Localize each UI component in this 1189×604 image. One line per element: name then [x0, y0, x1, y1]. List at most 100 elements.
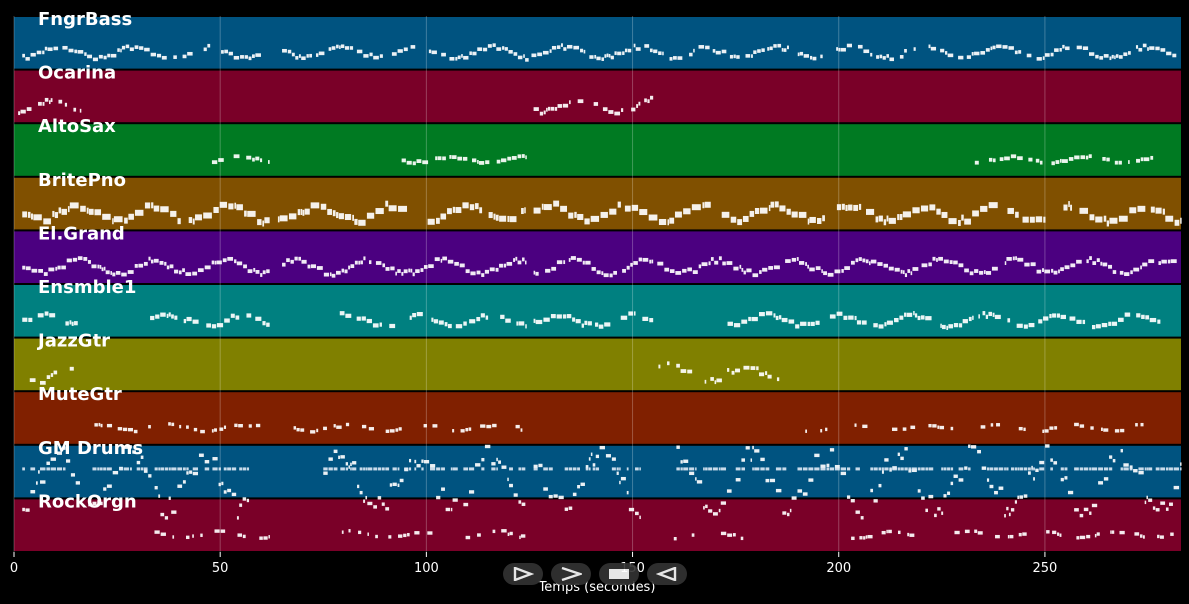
- note: [252, 157, 255, 162]
- note: [307, 264, 311, 269]
- note: [338, 455, 340, 460]
- note: [1006, 257, 1012, 261]
- note: [1152, 506, 1156, 510]
- note: [174, 269, 179, 274]
- play-button[interactable]: [503, 563, 543, 585]
- note: [937, 425, 940, 429]
- note: [779, 315, 782, 320]
- note: [1079, 424, 1085, 428]
- stop-button[interactable]: [599, 563, 639, 585]
- note: [644, 44, 650, 48]
- note: [1022, 216, 1029, 223]
- back-button[interactable]: [647, 563, 687, 585]
- note: [626, 265, 630, 270]
- note: [584, 218, 590, 225]
- note: [958, 55, 964, 60]
- note: [341, 268, 345, 273]
- note: [459, 263, 465, 268]
- note: [1060, 267, 1064, 272]
- note: [127, 427, 133, 432]
- note: [1068, 157, 1074, 161]
- note: [511, 156, 517, 160]
- note: [638, 101, 641, 106]
- note: [964, 268, 969, 273]
- note: [97, 467, 100, 471]
- note: [242, 534, 246, 539]
- note: [340, 467, 345, 471]
- note: [112, 272, 116, 277]
- note: [797, 52, 800, 57]
- note: [30, 467, 36, 471]
- note: [669, 217, 675, 224]
- note: [1111, 321, 1118, 326]
- note: [736, 55, 740, 59]
- note: [518, 321, 525, 326]
- note: [260, 273, 263, 277]
- note: [106, 423, 113, 428]
- note: [377, 496, 382, 500]
- note: [807, 264, 809, 269]
- note: [820, 429, 823, 433]
- note: [986, 467, 990, 471]
- note: [633, 311, 636, 316]
- note: [53, 370, 58, 375]
- note: [127, 270, 134, 274]
- note: [648, 214, 658, 221]
- note: [189, 470, 193, 474]
- note: [910, 271, 913, 276]
- note: [1119, 270, 1124, 275]
- note: [881, 467, 884, 471]
- note: [182, 268, 185, 273]
- note: [920, 205, 929, 212]
- note: [186, 471, 189, 475]
- note: [29, 378, 36, 383]
- note: [746, 268, 752, 273]
- note: [211, 429, 214, 433]
- note: [741, 458, 745, 462]
- note: [568, 258, 571, 262]
- note: [577, 467, 580, 471]
- note: [1051, 268, 1054, 273]
- note: [373, 505, 377, 509]
- note: [449, 57, 455, 61]
- note: [113, 216, 123, 223]
- note: [344, 46, 350, 50]
- forward-button[interactable]: [551, 563, 591, 585]
- note: [983, 270, 986, 274]
- note: [385, 200, 389, 207]
- note: [58, 207, 62, 214]
- note: [103, 487, 107, 491]
- note: [1064, 476, 1068, 480]
- note: [628, 507, 635, 512]
- note: [1054, 48, 1059, 52]
- note: [1112, 270, 1117, 274]
- chevron-right-icon: [561, 567, 582, 581]
- note: [657, 261, 664, 266]
- note: [786, 45, 789, 50]
- note: [1111, 54, 1114, 59]
- note: [521, 154, 525, 158]
- note: [1062, 159, 1068, 163]
- note: [765, 467, 770, 471]
- note: [580, 48, 584, 53]
- note: [37, 313, 44, 318]
- note: [718, 256, 722, 261]
- note: [1053, 461, 1058, 465]
- note: [238, 424, 243, 428]
- note: [452, 467, 458, 471]
- note: [805, 429, 808, 433]
- note: [150, 315, 155, 321]
- note: [539, 111, 544, 116]
- note: [633, 261, 638, 265]
- note: [476, 316, 481, 322]
- note: [236, 204, 243, 211]
- note: [870, 259, 877, 264]
- note: [1165, 467, 1169, 471]
- note: [301, 259, 307, 264]
- note: [635, 47, 641, 51]
- note: [385, 467, 390, 471]
- note: [20, 109, 26, 114]
- note: [886, 54, 889, 58]
- note: [318, 51, 325, 56]
- note: [902, 427, 907, 431]
